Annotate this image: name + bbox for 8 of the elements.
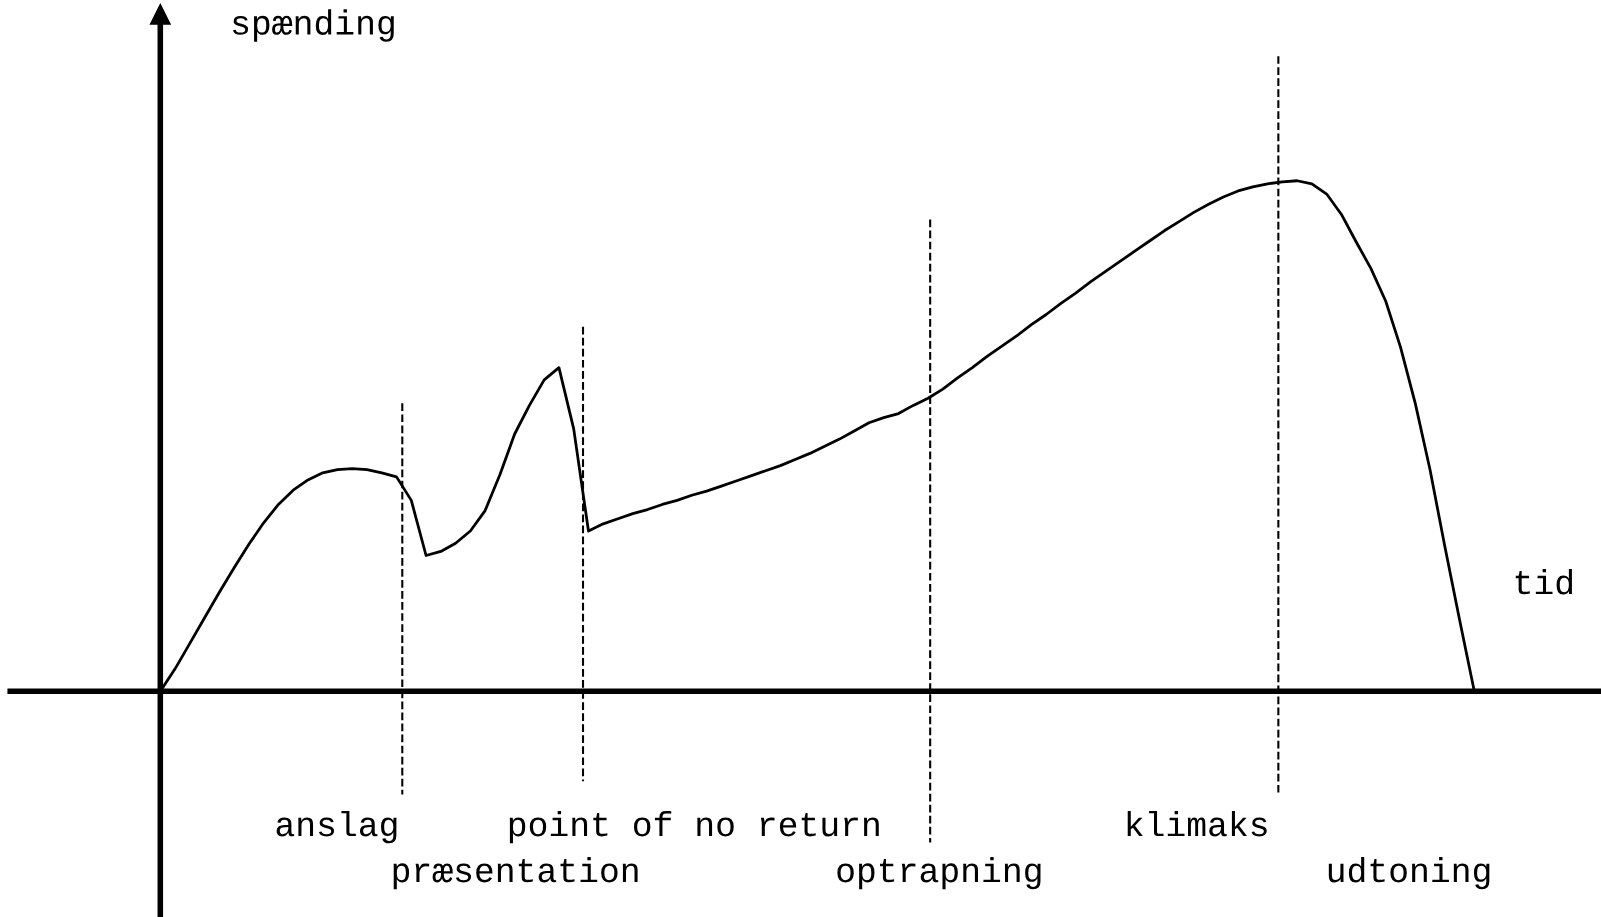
- y-axis-title: spænding: [232, 9, 394, 42]
- text: klimaks: [1127, 810, 1267, 837]
- text: anslag: [276, 810, 397, 844]
- text: point of no return: [509, 810, 879, 844]
- text: optrapning: [837, 856, 1041, 890]
- text: præsentation: [393, 856, 638, 890]
- x-axis-title: tid: [1515, 568, 1573, 595]
- text: udtoning: [1328, 856, 1490, 890]
